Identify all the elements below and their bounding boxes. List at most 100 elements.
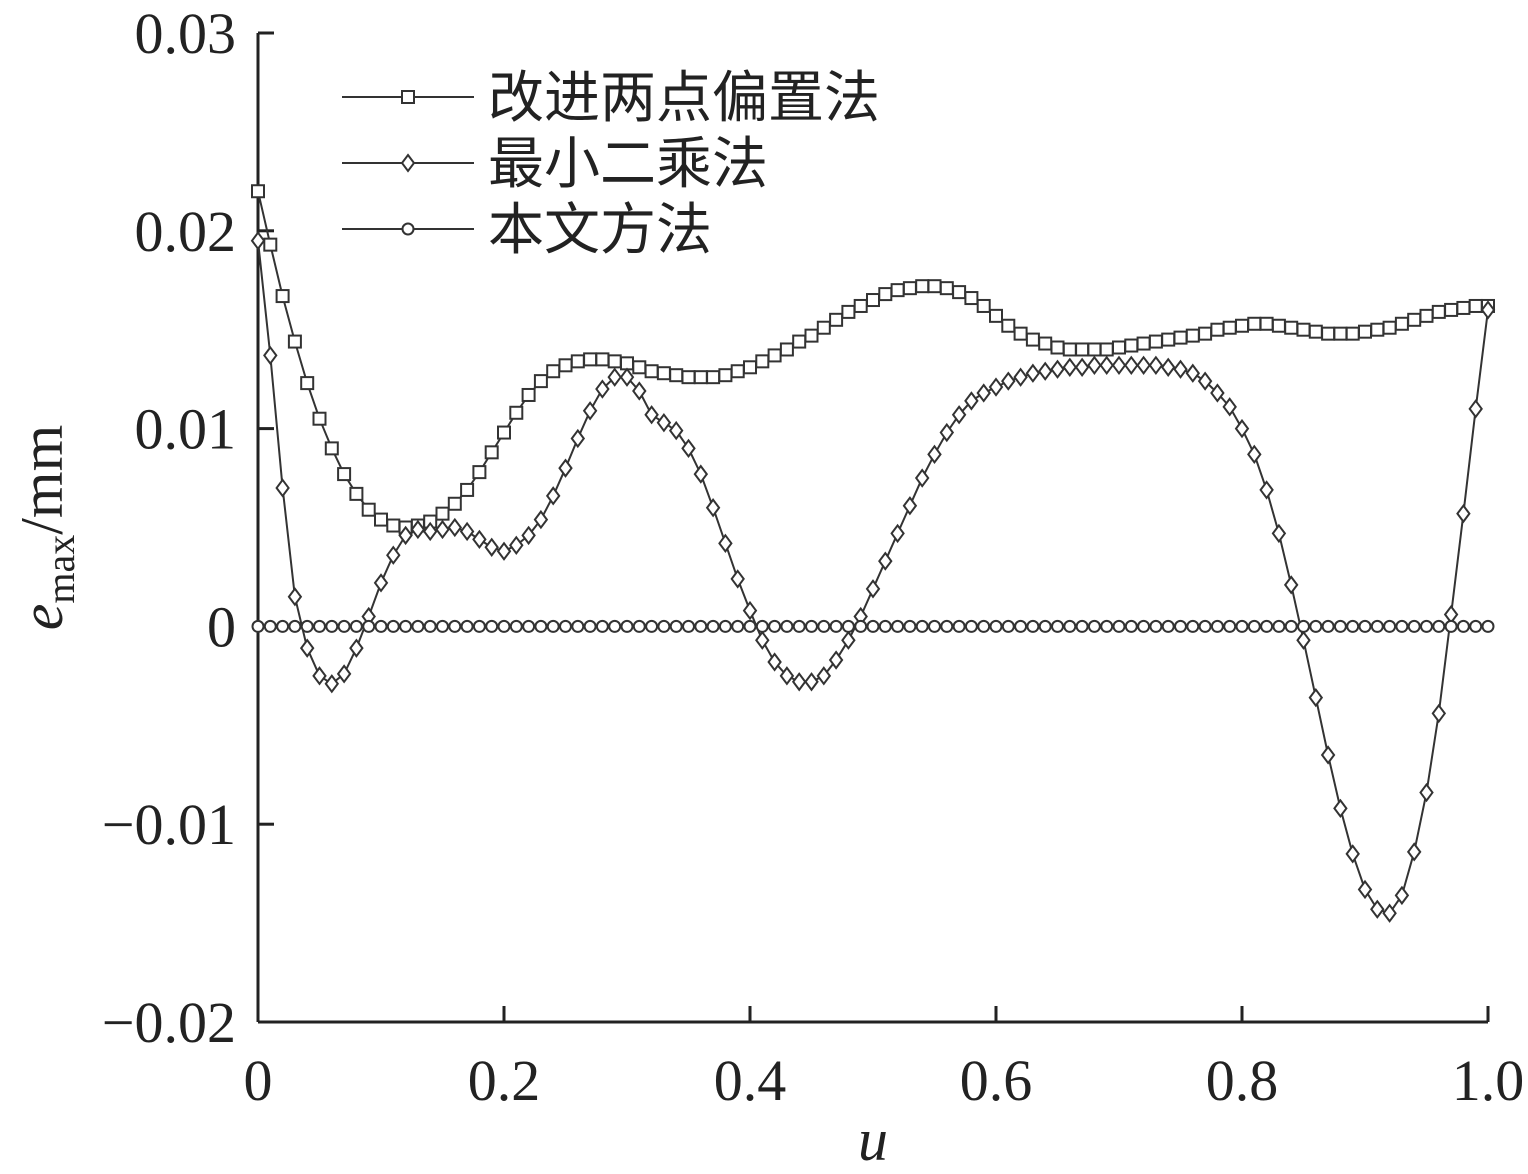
data-point-square [1321, 326, 1336, 341]
data-point-square [300, 376, 315, 391]
data-point-square [275, 289, 290, 304]
data-point-circle [1444, 619, 1458, 633]
data-point-square [804, 328, 819, 343]
data-point-diamond [693, 464, 709, 484]
data-point-square [792, 334, 807, 349]
data-point-diamond [373, 573, 389, 593]
data-point-diamond [1320, 745, 1336, 765]
data-point-diamond [1333, 798, 1348, 819]
data-point-diamond [1087, 355, 1102, 375]
data-point-circle [1383, 619, 1397, 633]
data-point-diamond [1173, 359, 1188, 379]
data-point-circle [1481, 619, 1495, 633]
data-point-circle [1284, 619, 1298, 633]
data-point-circle [903, 619, 917, 633]
data-point-diamond [1431, 703, 1447, 724]
data-point-circle [805, 619, 818, 633]
data-point-circle [940, 619, 954, 633]
data-point-circle [1395, 619, 1409, 633]
data-point-square [1333, 326, 1348, 341]
data-point-square [349, 486, 364, 501]
data-point-circle [1370, 619, 1384, 633]
y-tick-label: 0 [207, 594, 236, 659]
data-point-square [497, 425, 511, 440]
data-point-square [546, 364, 561, 379]
data-point-square [644, 364, 659, 379]
data-point-diamond [398, 525, 413, 546]
data-point-diamond [312, 666, 327, 686]
data-point-diamond [828, 650, 844, 670]
data-point-square [927, 279, 942, 294]
data-point-square [361, 502, 376, 517]
data-point-circle [854, 619, 868, 633]
data-point-circle [436, 619, 449, 633]
data-point-diamond [607, 367, 622, 387]
data-point-circle [276, 619, 290, 633]
data-point-square [460, 482, 475, 497]
data-point-diamond [890, 523, 905, 544]
data-point-diamond [521, 525, 536, 546]
y-tick-label: −0.02 [102, 990, 236, 1055]
data-point-square [337, 467, 352, 482]
data-point-circle [497, 619, 511, 633]
data-point-diamond [1074, 357, 1090, 377]
data-point-circle [423, 619, 437, 633]
data-point-circle [768, 619, 782, 633]
data-point-circle [952, 619, 966, 633]
data-point-square [767, 348, 782, 363]
data-point-square [829, 312, 844, 327]
data-point-diamond [459, 521, 475, 542]
data-point-square [1456, 300, 1471, 315]
data-point-circle [1051, 619, 1064, 633]
data-point-circle [1075, 619, 1089, 633]
data-point-diamond [939, 422, 955, 443]
data-point-diamond [447, 517, 463, 538]
data-point-diamond [435, 519, 450, 540]
data-point-circle [399, 619, 413, 633]
data-point-circle [1063, 619, 1077, 633]
data-point-circle [1223, 619, 1237, 633]
data-point-diamond [1099, 355, 1114, 375]
x-tick-label: 0.6 [960, 1048, 1033, 1113]
y-tick-label: −0.01 [102, 792, 236, 857]
data-point-square [263, 237, 278, 252]
data-point-diamond [1136, 355, 1151, 375]
data-point-square [1444, 302, 1459, 317]
data-point-diamond [1062, 357, 1078, 377]
data-point-square [878, 287, 893, 302]
x-tick-label: 1.0 [1452, 1048, 1525, 1113]
data-point-square [866, 293, 880, 308]
data-point-square [1222, 320, 1237, 335]
data-point-square [1247, 316, 1262, 331]
data-point-diamond [1247, 444, 1262, 464]
data-point-square [1013, 326, 1028, 341]
data-point-circle [977, 619, 991, 633]
data-point-diamond [386, 545, 401, 565]
data-point-circle [841, 619, 855, 633]
data-point-diamond [263, 345, 278, 366]
data-point-diamond [1210, 383, 1225, 403]
data-point-square [669, 368, 684, 383]
legend-label: 改进两点偏置法 [488, 66, 880, 131]
data-point-diamond [718, 533, 733, 553]
data-point-diamond [1345, 844, 1360, 864]
data-point-diamond [324, 674, 340, 694]
x-axis-title: u [858, 1107, 888, 1173]
data-point-circle [1247, 619, 1261, 633]
data-point-square [1025, 332, 1040, 347]
data-point-circle [866, 619, 880, 633]
data-point-square [1124, 338, 1139, 353]
data-point-circle [780, 619, 794, 633]
data-point-square [976, 298, 991, 313]
data-point-diamond [275, 478, 290, 498]
data-point-square [251, 184, 265, 199]
data-point-circle [1001, 619, 1015, 633]
data-point-diamond [964, 391, 979, 411]
data-point-circle [1321, 619, 1335, 633]
data-point-circle [1161, 619, 1175, 633]
data-point-diamond [656, 412, 672, 433]
data-point-square [447, 496, 462, 511]
data-point-square [730, 364, 745, 379]
data-point-circle [620, 619, 634, 633]
data-point-diamond [1419, 782, 1434, 803]
